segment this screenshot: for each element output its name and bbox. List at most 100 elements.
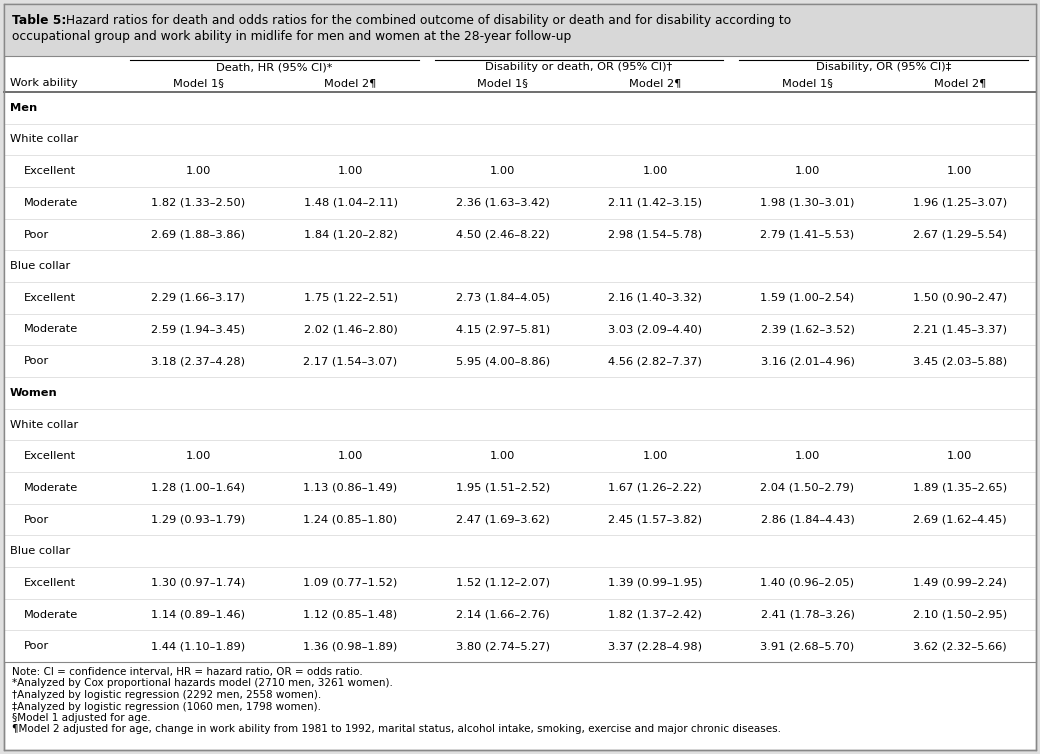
Text: 1.00: 1.00	[338, 166, 363, 176]
Text: Moderate: Moderate	[24, 198, 78, 208]
Text: 1.13 (0.86–1.49): 1.13 (0.86–1.49)	[304, 483, 397, 493]
Text: Model 2¶: Model 2¶	[934, 78, 986, 88]
Text: 1.00: 1.00	[490, 166, 516, 176]
Text: 1.36 (0.98–1.89): 1.36 (0.98–1.89)	[304, 641, 397, 651]
Text: Poor: Poor	[24, 514, 49, 525]
Text: Women: Women	[10, 388, 58, 398]
Text: 1.50 (0.90–2.47): 1.50 (0.90–2.47)	[913, 293, 1007, 303]
Text: Poor: Poor	[24, 356, 49, 366]
Text: Blue collar: Blue collar	[10, 546, 71, 556]
Text: 1.75 (1.22–2.51): 1.75 (1.22–2.51)	[304, 293, 397, 303]
Text: 4.50 (2.46–8.22): 4.50 (2.46–8.22)	[456, 229, 550, 240]
Bar	[5, 282, 1035, 314]
Text: 1.39 (0.99–1.95): 1.39 (0.99–1.95)	[608, 578, 702, 588]
Bar	[5, 567, 1035, 599]
Text: 1.09 (0.77–1.52): 1.09 (0.77–1.52)	[304, 578, 397, 588]
Bar	[4, 4, 1036, 56]
Bar	[5, 409, 1035, 440]
Text: 2.67 (1.29–5.54): 2.67 (1.29–5.54)	[913, 229, 1007, 240]
Text: §Model 1 adjusted for age.: §Model 1 adjusted for age.	[12, 713, 151, 723]
Text: 2.21 (1.45–3.37): 2.21 (1.45–3.37)	[913, 324, 1007, 335]
Text: 2.79 (1.41–5.53): 2.79 (1.41–5.53)	[760, 229, 855, 240]
Text: Model 1§: Model 1§	[782, 78, 833, 88]
Text: 3.03 (2.09–4.40): 3.03 (2.09–4.40)	[608, 324, 702, 335]
Text: 1.82 (1.33–2.50): 1.82 (1.33–2.50)	[151, 198, 245, 208]
Text: 3.62 (2.32–5.66): 3.62 (2.32–5.66)	[913, 641, 1007, 651]
Text: 1.44 (1.10–1.89): 1.44 (1.10–1.89)	[151, 641, 245, 651]
Bar	[5, 472, 1035, 504]
Text: White collar: White collar	[10, 134, 78, 145]
Text: 2.73 (1.84–4.05): 2.73 (1.84–4.05)	[456, 293, 550, 303]
Text: 1.98 (1.30–3.01): 1.98 (1.30–3.01)	[760, 198, 855, 208]
Text: 2.14 (1.66–2.76): 2.14 (1.66–2.76)	[456, 609, 550, 620]
Text: 2.47 (1.69–3.62): 2.47 (1.69–3.62)	[456, 514, 550, 525]
Text: 1.00: 1.00	[947, 451, 972, 461]
Text: 2.59 (1.94–3.45): 2.59 (1.94–3.45)	[151, 324, 245, 335]
Bar	[5, 535, 1035, 567]
Text: Death, HR (95% CI)*: Death, HR (95% CI)*	[216, 62, 333, 72]
Bar	[5, 219, 1035, 250]
Text: Note: CI = confidence interval, HR = hazard ratio, OR = odds ratio.: Note: CI = confidence interval, HR = haz…	[12, 667, 363, 677]
Text: 1.24 (0.85–1.80): 1.24 (0.85–1.80)	[304, 514, 397, 525]
Text: 2.02 (1.46–2.80): 2.02 (1.46–2.80)	[304, 324, 397, 335]
Text: 2.98 (1.54–5.78): 2.98 (1.54–5.78)	[608, 229, 702, 240]
Text: Model 1§: Model 1§	[173, 78, 224, 88]
Text: 1.89 (1.35–2.65): 1.89 (1.35–2.65)	[913, 483, 1007, 493]
Text: Moderate: Moderate	[24, 324, 78, 335]
Text: 3.45 (2.03–5.88): 3.45 (2.03–5.88)	[913, 356, 1007, 366]
Text: 1.00: 1.00	[490, 451, 516, 461]
Text: 1.84 (1.20–2.82): 1.84 (1.20–2.82)	[304, 229, 397, 240]
Text: 4.56 (2.82–7.37): 4.56 (2.82–7.37)	[608, 356, 702, 366]
Text: Excellent: Excellent	[24, 578, 76, 588]
Text: 2.16 (1.40–3.32): 2.16 (1.40–3.32)	[608, 293, 702, 303]
Text: 2.69 (1.88–3.86): 2.69 (1.88–3.86)	[151, 229, 245, 240]
Bar	[5, 250, 1035, 282]
Bar	[5, 504, 1035, 535]
Text: 5.95 (4.00–8.86): 5.95 (4.00–8.86)	[456, 356, 550, 366]
Text: 3.18 (2.37–4.28): 3.18 (2.37–4.28)	[151, 356, 245, 366]
Text: 1.28 (1.00–1.64): 1.28 (1.00–1.64)	[151, 483, 245, 493]
Text: 1.00: 1.00	[185, 166, 211, 176]
Text: ‡Analyzed by logistic regression (1060 men, 1798 women).: ‡Analyzed by logistic regression (1060 m…	[12, 701, 321, 712]
Text: 2.39 (1.62–3.52): 2.39 (1.62–3.52)	[760, 324, 855, 335]
Text: Moderate: Moderate	[24, 483, 78, 493]
Text: 1.49 (0.99–2.24): 1.49 (0.99–2.24)	[913, 578, 1007, 588]
Text: 1.52 (1.12–2.07): 1.52 (1.12–2.07)	[456, 578, 550, 588]
Text: 1.30 (0.97–1.74): 1.30 (0.97–1.74)	[151, 578, 245, 588]
Text: Model 2¶: Model 2¶	[324, 78, 376, 88]
Text: 3.37 (2.28–4.98): 3.37 (2.28–4.98)	[608, 641, 702, 651]
Text: White collar: White collar	[10, 419, 78, 430]
Text: 2.04 (1.50–2.79): 2.04 (1.50–2.79)	[760, 483, 855, 493]
Text: 1.59 (1.00–2.54): 1.59 (1.00–2.54)	[760, 293, 855, 303]
Text: 2.36 (1.63–3.42): 2.36 (1.63–3.42)	[456, 198, 550, 208]
Text: Men: Men	[10, 103, 37, 113]
Text: 1.00: 1.00	[795, 166, 821, 176]
Text: 1.40 (0.96–2.05): 1.40 (0.96–2.05)	[760, 578, 855, 588]
Text: 3.16 (2.01–4.96): 3.16 (2.01–4.96)	[760, 356, 855, 366]
Text: Excellent: Excellent	[24, 166, 76, 176]
Text: 1.82 (1.37–2.42): 1.82 (1.37–2.42)	[608, 609, 702, 620]
Text: 3.80 (2.74–5.27): 3.80 (2.74–5.27)	[456, 641, 550, 651]
Text: 2.45 (1.57–3.82): 2.45 (1.57–3.82)	[608, 514, 702, 525]
Bar	[5, 377, 1035, 409]
Text: Moderate: Moderate	[24, 609, 78, 620]
Text: 2.86 (1.84–4.43): 2.86 (1.84–4.43)	[760, 514, 855, 525]
Text: †Analyzed by logistic regression (2292 men, 2558 women).: †Analyzed by logistic regression (2292 m…	[12, 690, 321, 700]
Text: Disability or death, OR (95% CI)†: Disability or death, OR (95% CI)†	[486, 62, 673, 72]
Text: Table 5:: Table 5:	[12, 14, 67, 27]
Text: 2.11 (1.42–3.15): 2.11 (1.42–3.15)	[608, 198, 702, 208]
Text: Disability, OR (95% CI)‡: Disability, OR (95% CI)‡	[816, 62, 952, 72]
Bar	[5, 630, 1035, 662]
Text: 1.29 (0.93–1.79): 1.29 (0.93–1.79)	[151, 514, 245, 525]
Text: Model 2¶: Model 2¶	[629, 78, 681, 88]
Bar	[5, 345, 1035, 377]
Text: Blue collar: Blue collar	[10, 261, 71, 271]
Text: 1.95 (1.51–2.52): 1.95 (1.51–2.52)	[456, 483, 550, 493]
Bar	[5, 187, 1035, 219]
Text: 2.29 (1.66–3.17): 2.29 (1.66–3.17)	[151, 293, 245, 303]
Bar	[5, 92, 1035, 124]
Bar	[5, 440, 1035, 472]
Text: *Analyzed by Cox proportional hazards model (2710 men, 3261 women).: *Analyzed by Cox proportional hazards mo…	[12, 679, 393, 688]
Text: 2.17 (1.54–3.07): 2.17 (1.54–3.07)	[304, 356, 397, 366]
Text: Excellent: Excellent	[24, 451, 76, 461]
